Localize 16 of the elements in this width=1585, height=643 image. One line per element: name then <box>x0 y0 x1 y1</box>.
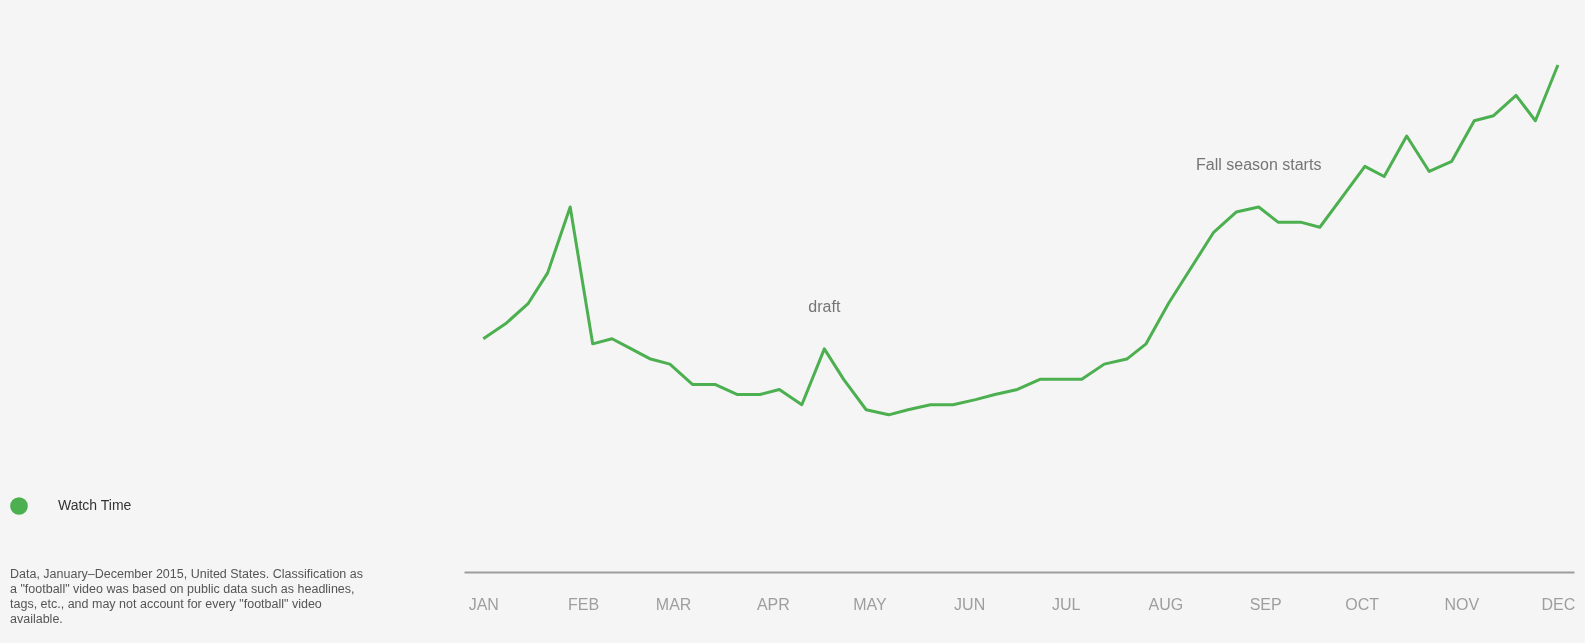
annotation: Fall season starts <box>1196 155 1322 173</box>
x-tick-label: NOV <box>1444 595 1480 613</box>
x-tick-label: DEC <box>1541 595 1576 613</box>
x-tick-label: JUN <box>954 595 986 613</box>
x-tick-label: SEP <box>1249 595 1282 613</box>
x-tick-label: FEB <box>567 595 600 613</box>
x-tick-label: AUG <box>1148 595 1184 613</box>
x-tick-label: OCT <box>1345 595 1380 613</box>
x-tick-label: APR <box>756 595 790 613</box>
text: Data, January–December 2015, United States. Classification as a "football" video was based on public data such as headlines, tags, etc., and may not account for every "football" video available. <box>10 567 364 627</box>
x-tick-label: JAN <box>468 595 499 613</box>
legend-label: Watch Time <box>58 497 132 513</box>
annotation: draft <box>808 297 841 315</box>
x-tick-label: MAR <box>655 595 692 613</box>
x-tick-label: JUL <box>1051 595 1081 613</box>
x-tick-label: MAY <box>853 595 887 613</box>
